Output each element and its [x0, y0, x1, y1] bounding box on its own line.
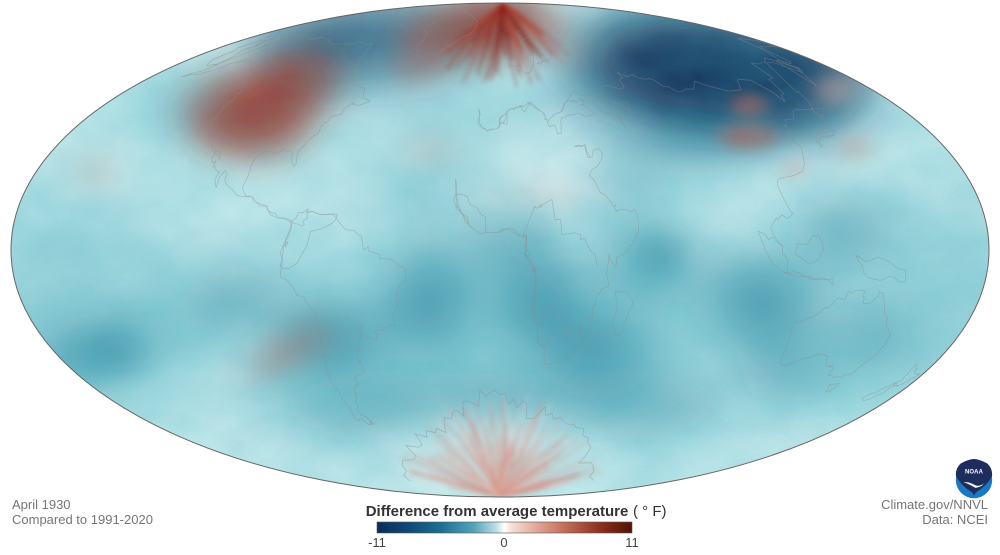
- svg-text:( ° F): ( ° F): [633, 503, 667, 520]
- svg-text:0: 0: [500, 535, 507, 550]
- svg-text:Climate.gov/NNVL: Climate.gov/NNVL: [881, 497, 988, 512]
- svg-text:Compared to 1991-2020: Compared to 1991-2020: [12, 512, 153, 527]
- svg-text:Data: NCEI: Data: NCEI: [922, 512, 988, 527]
- svg-text:April 1930: April 1930: [12, 497, 71, 512]
- svg-text:-11: -11: [368, 535, 386, 550]
- svg-text:Difference from average temper: Difference from average temperature: [366, 503, 629, 520]
- svg-text:11: 11: [625, 535, 639, 550]
- svg-text:NOAA: NOAA: [965, 469, 984, 475]
